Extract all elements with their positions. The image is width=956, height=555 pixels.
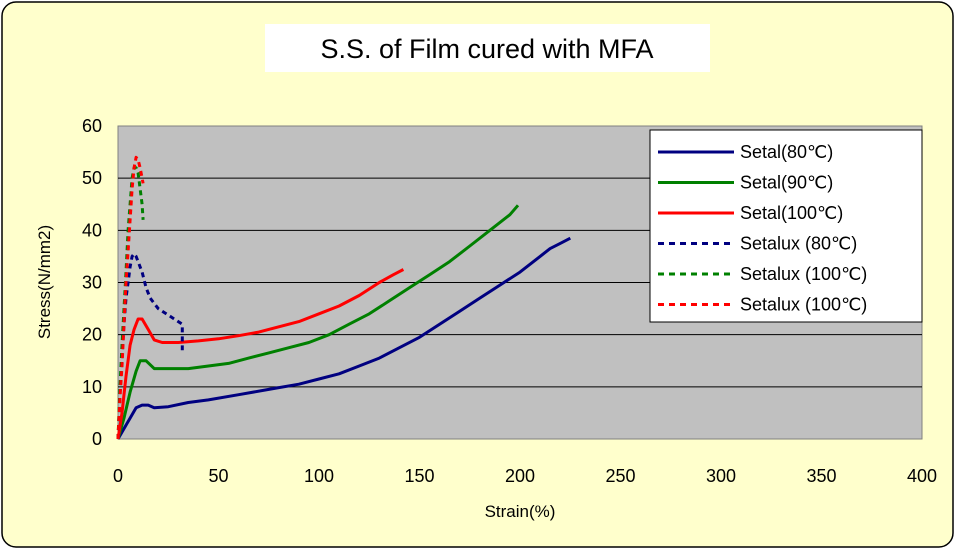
series-line-2 bbox=[116, 204, 520, 440]
legend-entry: Setalux (100℃) bbox=[740, 264, 867, 284]
x-tick-label: 350 bbox=[806, 466, 836, 486]
y-tick-label: 30 bbox=[82, 273, 102, 293]
legend-entry: Setalux (100℃) bbox=[740, 295, 867, 315]
x-axis-label: Strain(%) bbox=[485, 502, 556, 521]
series-line-3 bbox=[116, 268, 405, 440]
legend-entry: Setal(100℃) bbox=[740, 203, 843, 223]
y-tick-label: 60 bbox=[82, 116, 102, 136]
title-box bbox=[265, 24, 710, 72]
x-tick-label: 200 bbox=[505, 466, 535, 486]
x-tick-label: 250 bbox=[605, 466, 635, 486]
y-axis-label: Stress(N/mm2) bbox=[35, 225, 54, 339]
series-line-1 bbox=[116, 236, 571, 440]
y-tick-label: 20 bbox=[82, 325, 102, 345]
y-tick-label: 10 bbox=[82, 377, 102, 397]
y-axis-ticks: 0 10 20 30 40 50 60 bbox=[82, 116, 102, 449]
legend-box bbox=[649, 129, 923, 323]
legend-entry: Setalux (80℃) bbox=[740, 234, 857, 254]
legend-entry: Setal(90℃) bbox=[740, 173, 833, 193]
x-tick-label: 100 bbox=[304, 466, 334, 486]
chart-title: S.S. of Film cured with MFA bbox=[320, 34, 653, 64]
series-layer bbox=[116, 155, 571, 440]
x-tick-label: 300 bbox=[706, 466, 736, 486]
legend: Setal(80℃) Setal(90℃) Setal(100℃) Setalux (… bbox=[649, 129, 923, 323]
x-tick-label: 50 bbox=[208, 466, 228, 486]
x-tick-label: 0 bbox=[113, 466, 123, 486]
x-axis-ticks: 0 50 100 150 200 250 300 350 400 bbox=[113, 466, 937, 486]
y-tick-label: 50 bbox=[82, 168, 102, 188]
y-tick-label: 0 bbox=[92, 429, 102, 449]
y-tick-label: 40 bbox=[82, 220, 102, 240]
series-line-4 bbox=[116, 252, 184, 440]
x-tick-label: 150 bbox=[404, 466, 434, 486]
x-tick-label: 400 bbox=[907, 466, 937, 486]
series-line-6 bbox=[116, 155, 145, 440]
legend-entry: Setal(80℃) bbox=[740, 142, 833, 162]
